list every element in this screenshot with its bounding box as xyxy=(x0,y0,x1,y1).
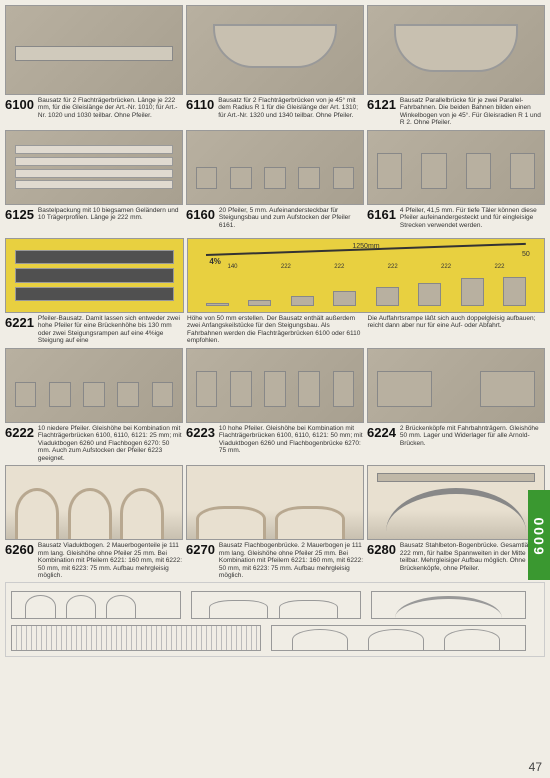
product-image-6222 xyxy=(5,348,183,423)
product-cell-6160: 6160 20 Pfeiler, 5 mm. Aufeinandersteckb… xyxy=(186,130,364,235)
description-text-cont: Höhe von 50 mm erstellen. Der Bausatz en… xyxy=(187,315,365,345)
article-number: 6125 xyxy=(5,207,34,223)
product-cell-6161: 6161 4 Pfeiler, 41,5 mm. Für tiefe Täler… xyxy=(367,130,545,235)
section-tab-6000: 6000 xyxy=(528,490,550,580)
product-cell-6125: 6125 Bastelpackung mit 10 biegsamen Gelä… xyxy=(5,130,183,235)
product-image-6100 xyxy=(5,5,183,95)
product-cell-6224: 6224 2 Brückenköpfe mit Fahrbahnträgern.… xyxy=(367,348,545,462)
article-number: 6222 xyxy=(5,425,34,441)
product-image-6224 xyxy=(367,348,545,423)
product-cell-6100: 6100 Bausatz für 2 Flachträgerbrücken. L… xyxy=(5,5,183,127)
product-desc: 6280 Bausatz Stahlbeton-Bogenbrücke. Ges… xyxy=(367,542,545,572)
description-text: Bausatz Viaduktbogen. 2 Mauerbogenteile … xyxy=(38,542,183,579)
section-tab-label: 6000 xyxy=(531,515,547,554)
product-desc: 6223 10 hohe Pfeiler. Gleishöhe bei Komb… xyxy=(186,425,364,455)
product-desc: 6121 Bausatz Parallelbrücke für je zwei … xyxy=(367,97,545,127)
description-text: Bausatz für 2 Flachträgerbrücken von je … xyxy=(218,97,364,119)
product-desc: 6222 10 niedere Pfeiler. Gleishöhe bei K… xyxy=(5,425,183,462)
article-number: 6161 xyxy=(367,207,396,223)
product-image-6125 xyxy=(5,130,183,205)
product-cell-6221: 6221 Pfeiler-Bausatz. Damit lassen sich … xyxy=(5,238,184,345)
product-cell-6121: 6121 Bausatz Parallelbrücke für je zwei … xyxy=(367,5,545,127)
product-image-6280 xyxy=(367,465,545,540)
product-image-6110 xyxy=(186,5,364,95)
article-number: 6270 xyxy=(186,542,215,558)
product-image-6270 xyxy=(186,465,364,540)
product-cell-6223: 6223 10 hohe Pfeiler. Gleishöhe bei Komb… xyxy=(186,348,364,462)
article-number: 6100 xyxy=(5,97,34,113)
description-text: Bausatz Stahlbeton-Bogenbrücke. Gesamtlä… xyxy=(400,542,545,572)
product-image-6121 xyxy=(367,5,545,95)
product-cell-6110: 6110 Bausatz für 2 Flachträgerbrücken vo… xyxy=(186,5,364,127)
product-desc: 6125 Bastelpackung mit 10 biegsamen Gelä… xyxy=(5,207,183,235)
row-5: 6260 Bausatz Viaduktbogen. 2 Mauerbogent… xyxy=(5,465,545,579)
description-text: 10 niedere Pfeiler. Gleishöhe bei Kombin… xyxy=(38,425,183,462)
product-desc: 6270 Bausatz Flachbogenbrücke. 2 Mauerbo… xyxy=(186,542,364,579)
description-text: 10 hohe Pfeiler. Gleishöhe bei Kombinati… xyxy=(219,425,364,455)
product-desc: 6100 Bausatz für 2 Flachträgerbrücken. L… xyxy=(5,97,183,125)
product-image-6260 xyxy=(5,465,183,540)
product-cell-6280: 6280 Bausatz Stahlbeton-Bogenbrücke. Ges… xyxy=(367,465,545,579)
product-image-6161 xyxy=(367,130,545,205)
row-3: 6221 Pfeiler-Bausatz. Damit lassen sich … xyxy=(5,238,545,345)
bridge-outline-illustration xyxy=(5,582,545,657)
article-number: 6280 xyxy=(367,542,396,558)
product-cell-6222: 6222 10 niedere Pfeiler. Gleishöhe bei K… xyxy=(5,348,183,462)
row-1: 6100 Bausatz für 2 Flachträgerbrücken. L… xyxy=(5,5,545,127)
article-number: 6121 xyxy=(367,97,396,113)
row-4: 6222 10 niedere Pfeiler. Gleishöhe bei K… xyxy=(5,348,545,462)
description-text: Bastelpackung mit 10 biegsamen Geländern… xyxy=(38,207,183,222)
article-number: 6160 xyxy=(186,207,215,223)
page-number: 47 xyxy=(529,760,542,774)
product-image-6223 xyxy=(186,348,364,423)
product-image-6221 xyxy=(5,238,184,313)
product-desc: 6110 Bausatz für 2 Flachträgerbrücken vo… xyxy=(186,97,364,125)
segment-labels: 140 222 222 222 222 222 xyxy=(206,264,526,270)
description-text: Bausatz Parallelbrücke für je zwei Paral… xyxy=(400,97,545,127)
description-text: 2 Brückenköpfe mit Fahrbahnträgern. Glei… xyxy=(400,425,545,447)
description-text-note: Die Auffahrtsrampe läßt sich auch doppel… xyxy=(368,315,546,345)
article-number: 6110 xyxy=(186,97,214,113)
product-diagram-cell: 1250mm 4% 50 140 222 222 222 222 222 xyxy=(187,238,545,345)
article-number: 6224 xyxy=(367,425,396,441)
product-desc: 6221 Pfeiler-Bausatz. Damit lassen sich … xyxy=(5,315,184,345)
product-desc: 6160 20 Pfeiler, 5 mm. Aufeinandersteckb… xyxy=(186,207,364,235)
description-text: Bausatz Flachbogenbrücke. 2 Mauerbogen j… xyxy=(219,542,364,579)
elevation-diagram: 1250mm 4% 50 140 222 222 222 222 222 xyxy=(187,238,545,313)
product-desc: 6224 2 Brückenköpfe mit Fahrbahnträgern.… xyxy=(367,425,545,453)
article-number: 6223 xyxy=(186,425,215,441)
article-number: 6260 xyxy=(5,542,34,558)
description-text: 4 Pfeiler, 41,5 mm. Für tiefe Täler könn… xyxy=(400,207,545,229)
product-cell-6270: 6270 Bausatz Flachbogenbrücke. 2 Mauerbo… xyxy=(186,465,364,579)
product-desc: 6161 4 Pfeiler, 41,5 mm. Für tiefe Täler… xyxy=(367,207,545,235)
height-label: 50 xyxy=(522,251,530,258)
description-text: Bausatz für 2 Flachträgerbrücken. Länge … xyxy=(38,97,183,119)
product-image-6160 xyxy=(186,130,364,205)
article-number: 6221 xyxy=(5,315,34,331)
row-2: 6125 Bastelpackung mit 10 biegsamen Gelä… xyxy=(5,130,545,235)
description-text: Pfeiler-Bausatz. Damit lassen sich entwe… xyxy=(38,315,184,345)
product-cell-6260: 6260 Bausatz Viaduktbogen. 2 Mauerbogent… xyxy=(5,465,183,579)
catalog-page: 6100 Bausatz für 2 Flachträgerbrücken. L… xyxy=(0,0,550,662)
description-text: 20 Pfeiler, 5 mm. Aufeinandersteckbar fü… xyxy=(219,207,364,229)
product-desc: 6260 Bausatz Viaduktbogen. 2 Mauerbogent… xyxy=(5,542,183,579)
